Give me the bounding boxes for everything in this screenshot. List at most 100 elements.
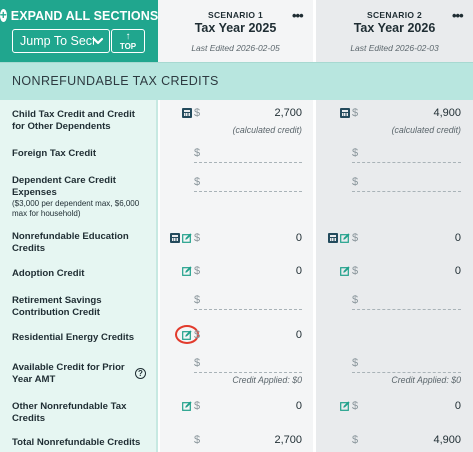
- input-underline: [194, 309, 302, 310]
- scenario-2-retirement-input[interactable]: $: [316, 293, 473, 310]
- dollar-sign: $: [352, 107, 359, 119]
- dollar-sign: $: [352, 357, 359, 369]
- dollar-sign: $: [352, 232, 359, 244]
- field-value: 0: [454, 265, 461, 277]
- scenario-2-dependent-care-input[interactable]: $: [316, 175, 473, 192]
- dollar-sign: $: [194, 176, 201, 188]
- dollar-sign: $: [352, 147, 359, 159]
- scenario-2-more-icon[interactable]: •••: [452, 8, 464, 23]
- calculator-icon[interactable]: [328, 233, 338, 243]
- scenario-1-last-edited: Last Edited 2026-02-05: [191, 43, 280, 53]
- edit-icon[interactable]: [182, 401, 192, 411]
- scenario-2-amt-input[interactable]: $ Credit Applied: $0: [316, 356, 473, 385]
- row-label: Retirement Savings Contribution Credit: [12, 295, 102, 318]
- dollar-sign: $: [352, 400, 359, 412]
- field-value: 0: [295, 329, 302, 341]
- help-icon[interactable]: ?: [135, 368, 146, 379]
- dollar-sign: $: [352, 176, 359, 188]
- edit-icon[interactable]: [340, 266, 350, 276]
- scenario-1-child-credit-field[interactable]: $ 2,700 (calculated credit): [160, 106, 313, 135]
- row-label: Available Credit for Prior Year AMT: [12, 362, 125, 385]
- dollar-sign: $: [194, 434, 201, 446]
- scenario-2-label: SCENARIO 2: [367, 10, 422, 20]
- edit-icon[interactable]: [182, 233, 192, 243]
- scenario-1-more-icon[interactable]: •••: [292, 8, 304, 23]
- scenario-2-child-credit-field[interactable]: $ 4,900 (calculated credit): [316, 106, 473, 135]
- row-sublabel: ($3,000 per dependent max, $6,000 max fo…: [12, 199, 140, 218]
- dollar-sign: $: [352, 434, 359, 446]
- calculated-credit-note: (calculated credit): [232, 125, 302, 135]
- dollar-sign: $: [194, 400, 201, 412]
- scenario-2-adoption-field[interactable]: $ 0: [316, 264, 473, 280]
- scenario-2-year: Tax Year 2026: [353, 21, 436, 35]
- scenario-1-total: $ 2,700: [160, 433, 313, 449]
- scenario-1-header: SCENARIO 1 Tax Year 2025 Last Edited 202…: [158, 0, 313, 62]
- row-label: Dependent Care Credit Expenses: [12, 175, 116, 198]
- dollar-sign: $: [194, 294, 201, 306]
- field-value: 0: [295, 400, 302, 412]
- calculator-icon[interactable]: [182, 108, 192, 118]
- scenario-1-dependent-care-input[interactable]: $: [160, 175, 313, 192]
- row-label: Total Nonrefundable Credits: [12, 437, 141, 448]
- expand-all-label: EXPAND ALL SECTIONS: [10, 8, 159, 23]
- expand-all-sections-button[interactable]: + EXPAND ALL SECTIONS: [0, 7, 158, 24]
- field-value: 0: [454, 232, 461, 244]
- field-value: 0: [295, 232, 302, 244]
- scenario-1-other-credits-field[interactable]: $ 0: [160, 399, 313, 415]
- scenario-1-year: Tax Year 2025: [194, 21, 277, 35]
- scenario-1-residential-energy-field[interactable]: $ 0: [160, 325, 313, 344]
- edit-icon[interactable]: [182, 266, 192, 276]
- calculated-credit-note: (calculated credit): [391, 125, 461, 135]
- dollar-sign: $: [194, 147, 201, 159]
- scenario-2-header: SCENARIO 2 Tax Year 2026 Last Edited 202…: [316, 0, 473, 62]
- label-column: [0, 100, 158, 452]
- edit-icon[interactable]: [340, 401, 350, 411]
- row-label: Child Tax Credit and Credit for Other De…: [12, 109, 135, 132]
- dollar-sign: $: [194, 232, 201, 244]
- section-header[interactable]: NONREFUNDABLE TAX CREDITS: [0, 62, 473, 100]
- field-value: 4,900: [433, 107, 461, 119]
- input-underline: [194, 162, 302, 163]
- dollar-sign: $: [194, 265, 201, 277]
- scenario-1-foreign-credit-input[interactable]: $: [160, 146, 313, 163]
- credit-applied-note: Credit Applied: $0: [232, 375, 302, 385]
- row-label: Adoption Credit: [12, 268, 85, 279]
- scenario-2-last-edited: Last Edited 2026-02-03: [350, 43, 439, 53]
- scenario-2-column: [316, 100, 473, 452]
- credit-applied-note: Credit Applied: $0: [391, 375, 461, 385]
- row-label: Residential Energy Credits: [12, 332, 135, 343]
- scenario-2-foreign-credit-input[interactable]: $: [316, 146, 473, 163]
- back-to-top-button[interactable]: ↑ TOP: [111, 29, 145, 53]
- row-label-group: Dependent Care Credit Expenses ($3,000 p…: [12, 175, 142, 219]
- plus-circle-icon: +: [0, 8, 7, 22]
- arrow-up-icon: ↑: [125, 31, 131, 42]
- dollar-sign: $: [352, 265, 359, 277]
- jump-to-section-label: Jump To Section: [20, 34, 94, 48]
- scenario-1-amt-input[interactable]: $ Credit Applied: $0: [160, 356, 313, 385]
- field-value: 0: [295, 265, 302, 277]
- scenario-2-education-field[interactable]: $ 0: [316, 231, 473, 247]
- calculator-icon[interactable]: [170, 233, 180, 243]
- comparison-header: + EXPAND ALL SECTIONS Jump To Section ↑ …: [0, 0, 473, 62]
- dollar-sign: $: [194, 357, 201, 369]
- highlight-circle: [175, 325, 199, 344]
- jump-to-section-select[interactable]: Jump To Section: [12, 29, 110, 53]
- input-underline: [352, 162, 461, 163]
- scenario-1-adoption-field[interactable]: $ 0: [160, 264, 313, 280]
- scenario-2-other-credits-field[interactable]: $ 0: [316, 399, 473, 415]
- input-underline: [352, 309, 461, 310]
- edit-icon[interactable]: [182, 330, 192, 340]
- scenario-1-retirement-input[interactable]: $: [160, 293, 313, 310]
- row-label: Other Nonrefundable Tax Credits: [12, 401, 127, 424]
- scenario-1-education-field[interactable]: $ 0: [160, 231, 313, 247]
- scenario-2-total: $ 4,900: [316, 433, 473, 449]
- input-underline: [194, 372, 302, 373]
- calculator-icon[interactable]: [340, 108, 350, 118]
- input-underline: [352, 372, 461, 373]
- dollar-sign: $: [194, 107, 201, 119]
- edit-icon[interactable]: [340, 233, 350, 243]
- dollar-sign: $: [194, 329, 201, 341]
- chevron-down-icon: [92, 37, 104, 45]
- toolbar-panel: + EXPAND ALL SECTIONS Jump To Section ↑ …: [0, 0, 158, 62]
- input-underline: [194, 191, 302, 192]
